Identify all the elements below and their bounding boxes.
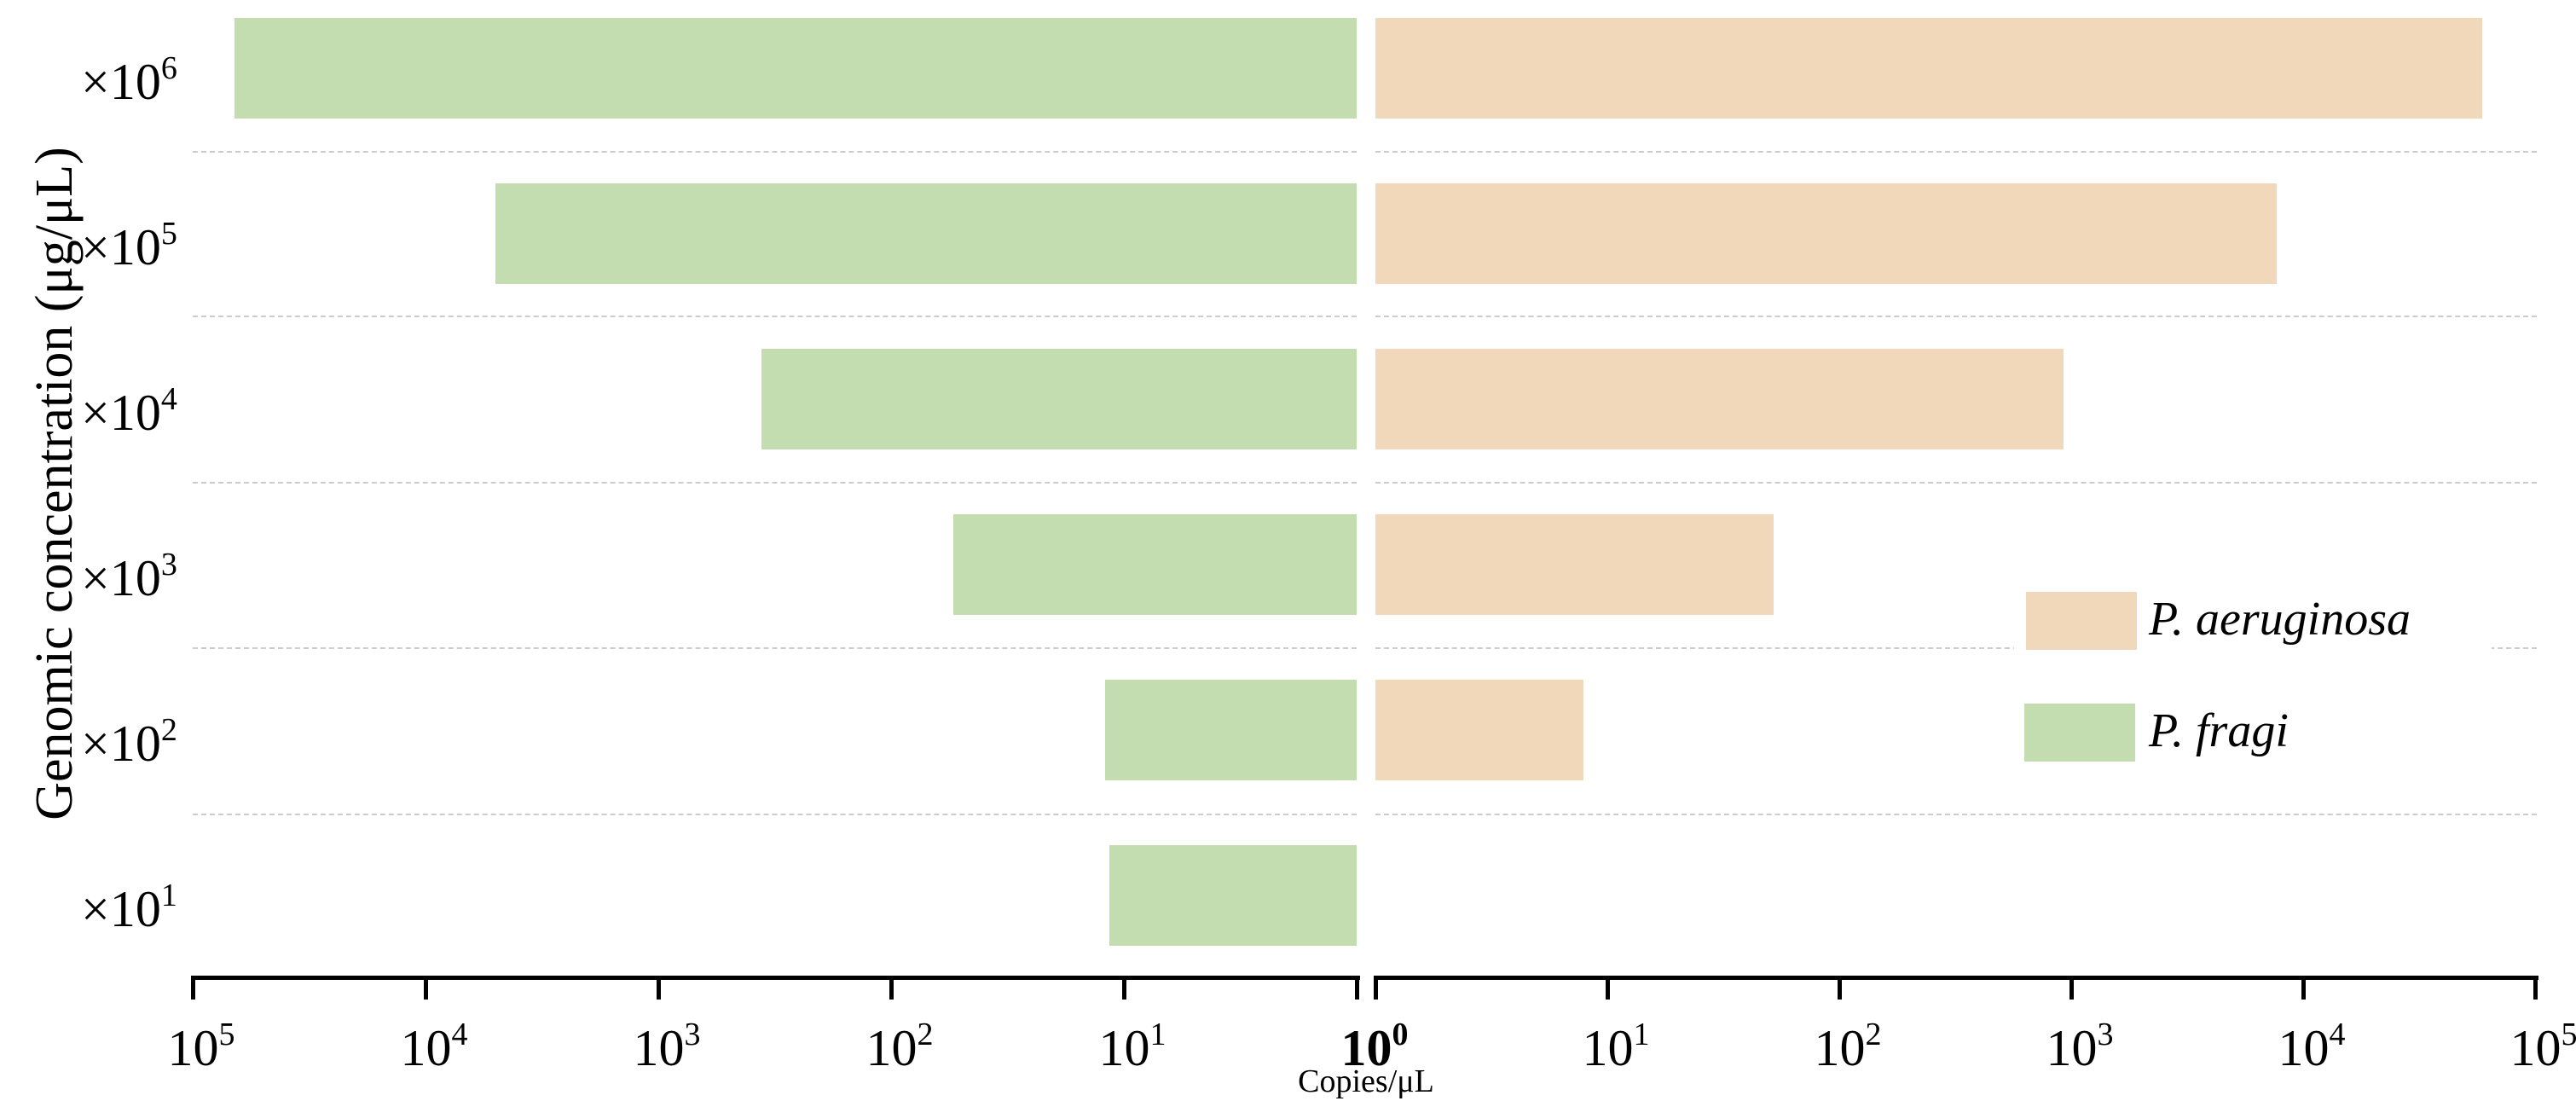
x-tick-label-left: 105	[167, 1017, 235, 1076]
y-tick-label: ×106	[81, 50, 177, 110]
bar-pfragi	[953, 514, 1357, 615]
y-tick-label: ×103	[81, 547, 177, 606]
x-tick-label-left: 102	[865, 1017, 934, 1076]
x-tick-label-left: 104	[400, 1017, 468, 1076]
x-tick-mark-left	[1355, 976, 1359, 1000]
x-tick-label-right: 105	[2509, 1017, 2576, 1076]
bar-pfragi	[495, 183, 1357, 284]
x-tick-mark-left	[1122, 976, 1126, 1000]
x-tick-label-right: 103	[2046, 1017, 2114, 1076]
bar-paeruginosa	[1375, 183, 2278, 284]
y-tick-label: ×101	[81, 878, 177, 937]
gridline-right	[1375, 814, 2537, 815]
x-tick-mark-right	[2301, 976, 2306, 1000]
legend-swatch	[2024, 704, 2135, 762]
y-tick-label: ×102	[81, 712, 177, 772]
x-tick-label-right: 102	[1814, 1017, 1882, 1076]
y-tick-label: ×104	[81, 381, 177, 441]
x-tick-mark-left	[424, 976, 428, 1000]
x-tick-label-right: 104	[2278, 1017, 2346, 1076]
x-axis-label: Copies/μL	[1298, 1063, 1434, 1099]
gridline-right	[1375, 482, 2537, 484]
x-tick-mark-right	[1838, 976, 1842, 1000]
x-tick-label-left: 103	[633, 1017, 701, 1076]
bar-pfragi	[761, 349, 1357, 449]
legend-label: P. fragi	[2149, 704, 2289, 757]
gridline-left	[193, 151, 1357, 153]
legend-swatch	[2026, 592, 2137, 650]
y-axis-label: Genomic concentration (μg/μL)	[26, 147, 84, 820]
gridline-left	[193, 814, 1357, 815]
x-tick-mark-left	[657, 976, 661, 1000]
gridline-right	[1375, 316, 2537, 317]
gridline-right	[1375, 151, 2537, 153]
bar-pfragi	[1105, 680, 1357, 780]
x-tick-mark-left	[889, 976, 894, 1000]
x-tick-mark-right	[1374, 976, 1378, 1000]
x-tick-mark-right	[2069, 976, 2074, 1000]
x-tick-mark-left	[191, 976, 195, 1000]
x-axis-right	[1375, 976, 2538, 980]
y-tick-label: ×105	[81, 216, 177, 275]
bar-paeruginosa	[1375, 680, 1584, 780]
gridline-left	[193, 316, 1357, 317]
bar-pfragi	[234, 18, 1357, 119]
bar-pfragi	[1109, 845, 1357, 946]
gridline-left	[193, 482, 1357, 484]
x-tick-label-origin: 100	[1340, 1017, 1409, 1076]
gridline-right	[1375, 647, 2537, 649]
legend-label: P. aeruginosa	[2149, 593, 2411, 646]
x-tick-mark-right	[1606, 976, 1610, 1000]
bar-paeruginosa	[1375, 514, 1774, 615]
x-tick-mark-right	[2533, 976, 2538, 1000]
x-tick-label-left: 101	[1098, 1017, 1166, 1076]
gridline-left	[193, 647, 1357, 649]
x-axis-left	[193, 976, 1360, 980]
bar-paeruginosa	[1375, 349, 2064, 449]
x-tick-label-right: 101	[1582, 1017, 1650, 1076]
bar-paeruginosa	[1375, 18, 2482, 119]
